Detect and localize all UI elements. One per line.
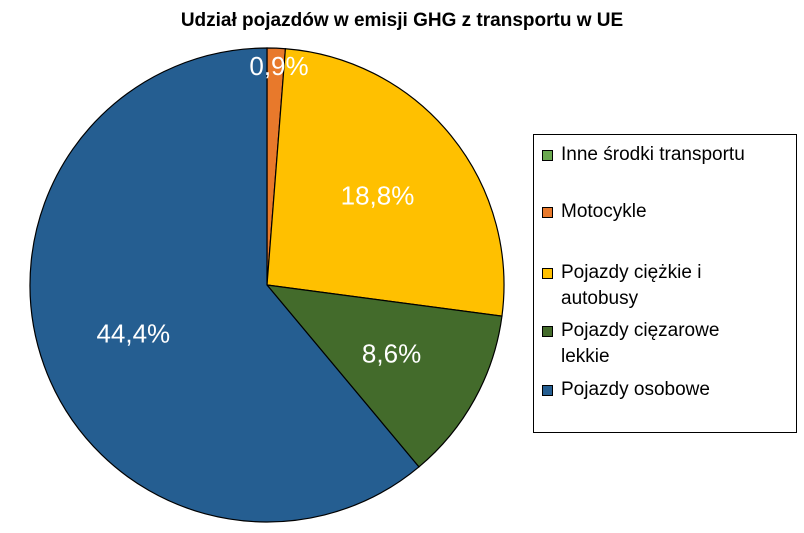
legend-swatch-pojazdy-osobowe bbox=[542, 385, 553, 396]
pie-slice-pojazdy-osobowe bbox=[29, 47, 420, 523]
data-label-4: 44,4% bbox=[96, 318, 170, 348]
chart-title: Udział pojazdów w emisji GHG z transport… bbox=[180, 10, 624, 31]
data-label-3: 8,6% bbox=[362, 339, 421, 369]
legend-label-pojazdy-ciezkie: Pojazdy ciężkie i autobusy bbox=[561, 262, 702, 309]
legend-swatch-motocykle bbox=[542, 207, 553, 218]
data-label-1: 0,9% bbox=[249, 51, 308, 81]
legend-label-pojazdy-ciezarowe-lekkie: Pojazdy cięzarowe lekkie bbox=[561, 320, 720, 367]
pie-slice-pojazdy-cięzarowe-lekkie bbox=[265, 284, 503, 468]
legend-swatch-pojazdy-ciezkie bbox=[542, 268, 553, 279]
legend: Inne środki transportu Motocykle Pojazdy… bbox=[533, 134, 797, 433]
legend-label-pojazdy-osobowe: Pojazdy osobowe bbox=[561, 379, 710, 400]
data-label-2: 18,8% bbox=[341, 181, 415, 211]
legend-swatch-inne-srodki-transportu bbox=[542, 150, 553, 161]
legend-swatch-pojazdy-ciezarowe-lekkie bbox=[542, 326, 553, 337]
pie-chart: 0,9% 18,8% 8,6% 44,4% bbox=[29, 47, 505, 523]
pie-slice-pojazdy-ciężkie-i-autobusy bbox=[266, 48, 505, 317]
legend-label-motocykle: Motocykle bbox=[561, 201, 647, 222]
legend-label-inne-srodki-transportu: Inne środki transportu bbox=[561, 144, 745, 165]
